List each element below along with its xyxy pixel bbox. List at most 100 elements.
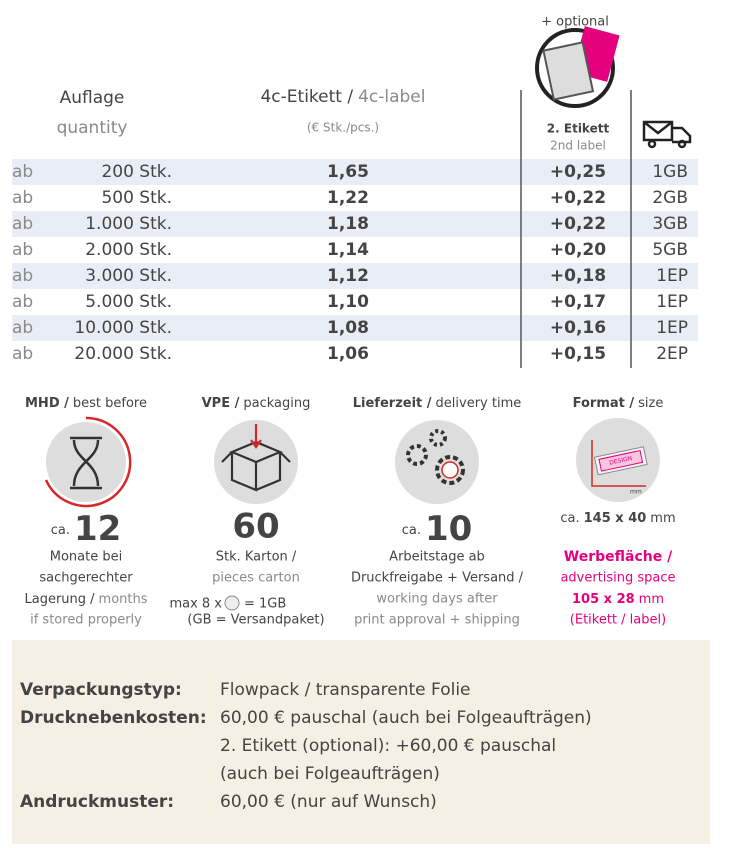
prefix: ab <box>12 344 33 364</box>
icon-arc <box>44 416 132 508</box>
shipping: 2GB <box>652 188 688 208</box>
box <box>221 440 291 492</box>
title: VPE / packaging <box>202 396 311 411</box>
second-price: +0,16 <box>550 318 606 338</box>
line: max 8 x <box>169 597 222 612</box>
label-icon: DESIGN <box>593 446 648 476</box>
second-price: +0,22 <box>550 188 606 208</box>
info-format: Format / size DESIGN mm ca. 145 x 40 mm Wer… <box>560 396 675 628</box>
detail-label: Drucknebenkosten: <box>20 708 207 728</box>
prefix: ab <box>12 266 33 286</box>
line: Arbeitstage ab <box>389 550 485 565</box>
second-price: +0,22 <box>550 214 606 234</box>
line-de: Werbefläche / <box>564 549 673 565</box>
price: 1,10 <box>327 292 369 312</box>
row-bg <box>12 263 698 289</box>
price-en: 4c-label <box>358 87 425 107</box>
title-en: delivery time <box>436 396 522 411</box>
prefix: ab <box>12 214 33 234</box>
title-de: VPE / <box>202 396 240 411</box>
line: print approval + shipping <box>354 613 520 628</box>
quantity: 10.000 Stk. <box>74 318 172 338</box>
info-vpe: VPE / packaging 60 Stk. Karton / pieces c… <box>169 396 324 628</box>
shipping: 3GB <box>652 214 688 234</box>
icon-unit: mm <box>630 489 642 496</box>
quantity: 20.000 Stk. <box>74 344 172 364</box>
detail-value: 60,00 € (nur auf Wunsch) <box>220 792 437 812</box>
price: 1,18 <box>327 214 369 234</box>
title-en: best before <box>73 396 147 411</box>
prefix: ab <box>12 292 33 312</box>
prefix: ca. <box>560 511 579 526</box>
line: advertising space <box>560 571 675 586</box>
icon-bg <box>395 420 479 504</box>
quantity: 1.000 Stk. <box>85 214 172 234</box>
title: Format / size <box>573 396 664 411</box>
line: Stk. Karton / <box>216 550 297 565</box>
line: (GB = Versandpaket) <box>187 613 324 628</box>
shipping: 1EP <box>656 318 688 338</box>
price-header: 4c-Etikett /4c-label <box>260 87 425 107</box>
prefix: ab <box>12 240 33 260</box>
big-number: ca. 10 <box>402 509 473 549</box>
prefix: ab <box>12 188 33 208</box>
price-de: 4c-Etikett / <box>260 87 353 107</box>
arrow <box>250 424 262 449</box>
quantity-en: quantity <box>57 118 128 138</box>
price: 1,22 <box>327 188 369 208</box>
shipping: 5GB <box>652 240 688 260</box>
prefix: ca. <box>402 523 421 538</box>
shipping: 1GB <box>652 162 688 182</box>
price: 1,12 <box>327 266 369 286</box>
title: MHD / best before <box>25 396 147 411</box>
title-en: size <box>638 396 663 411</box>
prefix: ab <box>12 318 33 338</box>
line: working days after <box>376 592 498 607</box>
box-icon <box>224 595 240 611</box>
detail-value: Flowpack / transparente Folie <box>220 680 471 700</box>
optional-icon <box>535 26 620 108</box>
size-value: 145 x 40 <box>584 511 647 526</box>
second-price: +0,15 <box>550 344 606 364</box>
prefix: ab <box>12 162 33 182</box>
size: ca. 145 x 40 mm <box>560 511 675 526</box>
second-price: +0,25 <box>550 162 606 182</box>
details-box <box>12 640 710 844</box>
detail-label: Verpackungstyp: <box>20 680 182 700</box>
quantity: 500 Stk. <box>101 188 172 208</box>
price: 1,06 <box>327 344 369 364</box>
second-label-en: 2nd label <box>550 139 606 153</box>
truck-icon <box>642 120 692 149</box>
line: pieces carton <box>212 571 300 586</box>
price-table: ab 200 Stk. 1,65 +0,25 1GB ab 500 Stk. 1,22 +0,2… <box>12 159 698 364</box>
line: sachgerechter <box>39 571 133 586</box>
quantity: 5.000 Stk. <box>85 292 172 312</box>
number: 12 <box>74 509 121 549</box>
shipping: 1EP <box>656 292 688 312</box>
quantity-de: Auflage <box>60 88 125 108</box>
info-delivery: Lieferzeit / delivery time ca. 10 Arbeitst… <box>351 396 524 628</box>
details: Verpackungstyp: Flowpack / transparente F… <box>20 680 592 812</box>
detail-value: 2. Etikett (optional): +60,00 € pauschal <box>220 736 556 756</box>
hourglass <box>70 436 102 490</box>
title: Lieferzeit / delivery time <box>353 396 522 411</box>
line: Werbefläche / <box>564 549 673 565</box>
quantity: 2.000 Stk. <box>85 240 172 260</box>
line: Lagerung / months <box>24 592 147 607</box>
gears <box>406 429 465 485</box>
row-bg <box>12 315 698 341</box>
price: 1,65 <box>327 162 369 182</box>
area: 105 x 28 <box>572 592 635 607</box>
price: 1,08 <box>327 318 369 338</box>
line: Druckfreigabe + Versand / <box>351 571 524 586</box>
line: Monate bei <box>50 550 122 565</box>
second-price: +0,20 <box>550 240 606 260</box>
line-de: Lagerung / <box>24 592 95 607</box>
title-de: Format / <box>573 396 635 411</box>
line: (Etikett / label) <box>570 613 666 628</box>
row-bg <box>12 159 698 185</box>
shipping: 1EP <box>656 266 688 286</box>
info-mhd: MHD / best before ca. 12 Monate bei sachge… <box>24 396 147 628</box>
title-en: packaging <box>243 396 310 411</box>
big-number: ca. 12 <box>51 509 122 549</box>
